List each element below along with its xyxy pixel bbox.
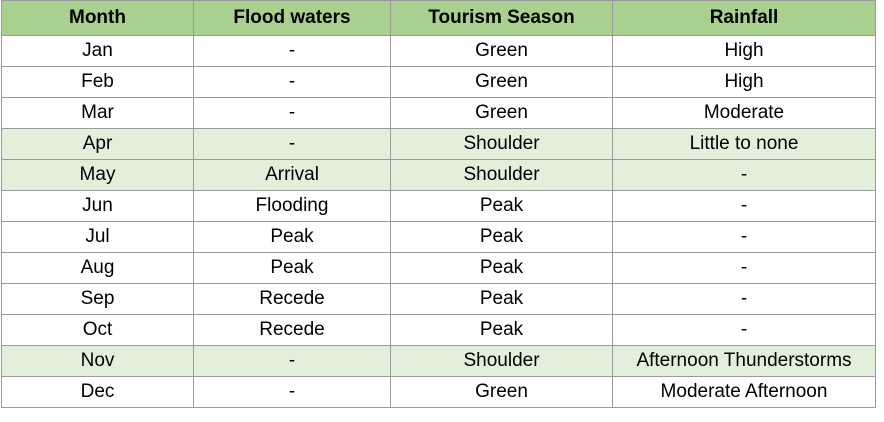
table-row: Dec - Green Moderate Afternoon [1,376,876,408]
table-cell: Green [390,35,613,67]
table-cell: - [193,345,391,377]
table-cell: Nov [1,345,194,377]
table-cell: Apr [1,128,194,160]
table-cell: Green [390,97,613,129]
table-cell: Peak [390,190,613,222]
table-row: Nov - Shoulder Afternoon Thunderstorms [1,345,876,377]
table-cell: Shoulder [390,128,613,160]
header-cell: Month [1,0,194,36]
table-cell: - [193,128,391,160]
header-cell: Tourism Season [390,0,613,36]
table-cell: - [612,283,876,315]
table-cell: - [193,35,391,67]
table-cell: Green [390,376,613,408]
table-cell: Jan [1,35,194,67]
table-cell: - [193,66,391,98]
table-row: Oct Recede Peak - [1,314,876,346]
table-cell: Peak [193,221,391,253]
table-row: Feb - Green High [1,66,876,98]
table-row: Jul Peak Peak - [1,221,876,253]
table-cell: - [612,159,876,191]
table-cell: Feb [1,66,194,98]
table-cell: Dec [1,376,194,408]
table-body: Jan - Green High Feb - Green High Mar - Green Moder… [1,35,876,408]
table-cell: - [193,376,391,408]
table-cell: Peak [390,283,613,315]
table-cell: Green [390,66,613,98]
table-cell: - [612,190,876,222]
table-row: Jun Flooding Peak - [1,190,876,222]
table-cell: Jul [1,221,194,253]
table-cell: Peak [193,252,391,284]
table-cell: May [1,159,194,191]
table-cell: Moderate [612,97,876,129]
table-cell: Peak [390,314,613,346]
table-row: May Arrival Shoulder - [1,159,876,191]
table-cell: Sep [1,283,194,315]
table-row: Aug Peak Peak - [1,252,876,284]
table-cell: Jun [1,190,194,222]
table-cell: Peak [390,252,613,284]
data-table: Month Flood waters Tourism Season Rainfall … [1,0,876,408]
table-cell: Mar [1,97,194,129]
table-cell: - [612,221,876,253]
header-row: Month Flood waters Tourism Season Rainfall [1,0,876,36]
table-cell: - [612,252,876,284]
table-cell: Peak [390,221,613,253]
table-row: Mar - Green Moderate [1,97,876,129]
table-cell: - [193,97,391,129]
table-cell: Aug [1,252,194,284]
table-cell: Moderate Afternoon [612,376,876,408]
table-row: Sep Recede Peak - [1,283,876,315]
table-cell: Flooding [193,190,391,222]
header-cell: Rainfall [612,0,876,36]
table-header: Month Flood waters Tourism Season Rainfall [1,0,876,36]
table-row: Apr - Shoulder Little to none [1,128,876,160]
table-cell: Recede [193,283,391,315]
table-cell: Recede [193,314,391,346]
table-cell: - [612,314,876,346]
table-cell: Shoulder [390,159,613,191]
table-cell: Arrival [193,159,391,191]
table-cell: High [612,66,876,98]
table-cell: High [612,35,876,67]
table-cell: Little to none [612,128,876,160]
header-cell: Flood waters [193,0,391,36]
table-row: Jan - Green High [1,35,876,67]
table-cell: Shoulder [390,345,613,377]
table-cell: Afternoon Thunderstorms [612,345,876,377]
table-cell: Oct [1,314,194,346]
